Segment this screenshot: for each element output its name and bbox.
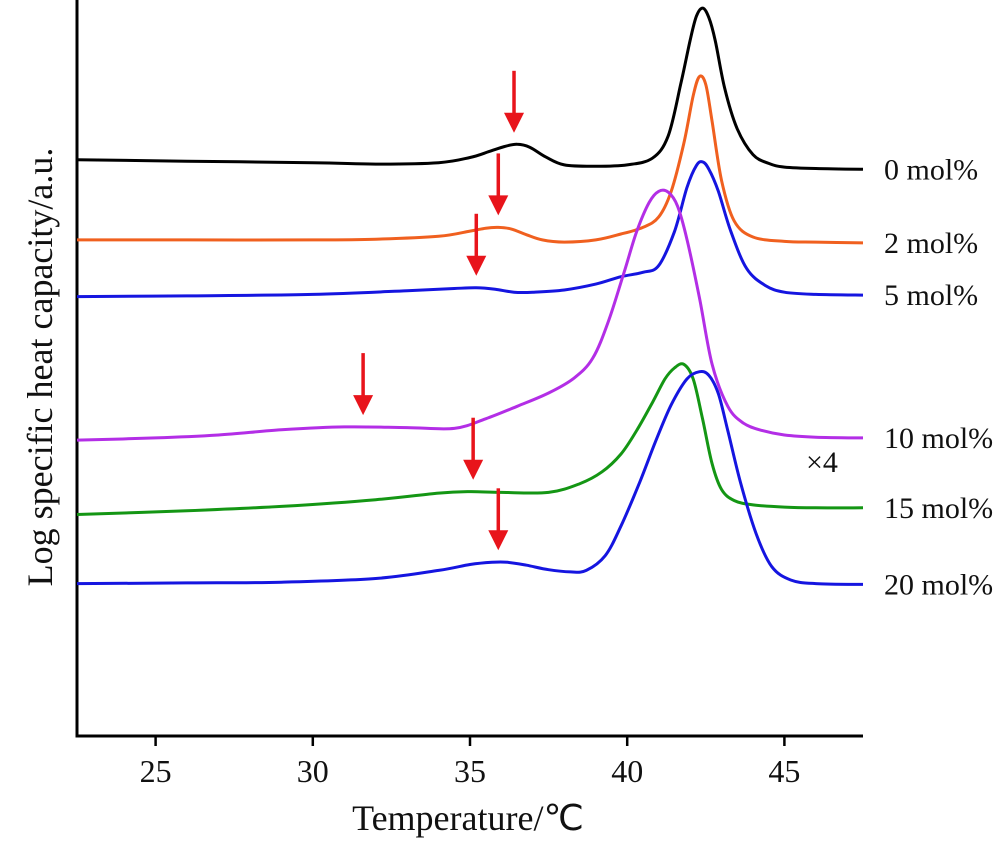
series-label: 2 mol% — [884, 227, 978, 260]
x-tick-label: 25 — [140, 753, 172, 789]
series-line — [76, 188, 864, 442]
y-axis-title: Log specific heat capacity/a.u. — [20, 148, 60, 587]
series-line — [77, 74, 864, 245]
transition-arrow — [353, 353, 374, 416]
transition-arrow — [504, 70, 525, 133]
series-line — [76, 6, 864, 171]
transition-arrow — [466, 213, 487, 276]
series-label: 5 mol% — [884, 279, 978, 312]
x-tick-label: 45 — [768, 753, 800, 789]
series-label: 10 mol% — [884, 422, 993, 455]
label-layer: 0 mol% 2 mol% 5 mol% 10 mol% 15 mol% 20 mol% — [884, 153, 993, 601]
arrow-layer — [353, 70, 525, 551]
x-tick-label: 35 — [454, 753, 486, 789]
x-ticks: 25 30 35 40 45 — [140, 736, 800, 789]
series-line — [76, 362, 864, 516]
series-label: 0 mol% — [884, 153, 978, 186]
series-layer — [76, 6, 864, 586]
transition-arrow — [463, 417, 484, 480]
x-tick-label: 40 — [611, 753, 643, 789]
axes — [75, 0, 863, 738]
series-label: 15 mol% — [884, 492, 993, 525]
series-label: 20 mol% — [884, 568, 993, 601]
series-line — [76, 160, 864, 299]
scale-annotation: ×4 — [806, 446, 838, 479]
series-line — [76, 370, 864, 586]
x-axis-title: Temperature/℃ — [352, 798, 584, 838]
transition-arrow — [488, 488, 509, 551]
transition-arrow — [488, 153, 509, 216]
x-tick-label: 30 — [297, 753, 329, 789]
